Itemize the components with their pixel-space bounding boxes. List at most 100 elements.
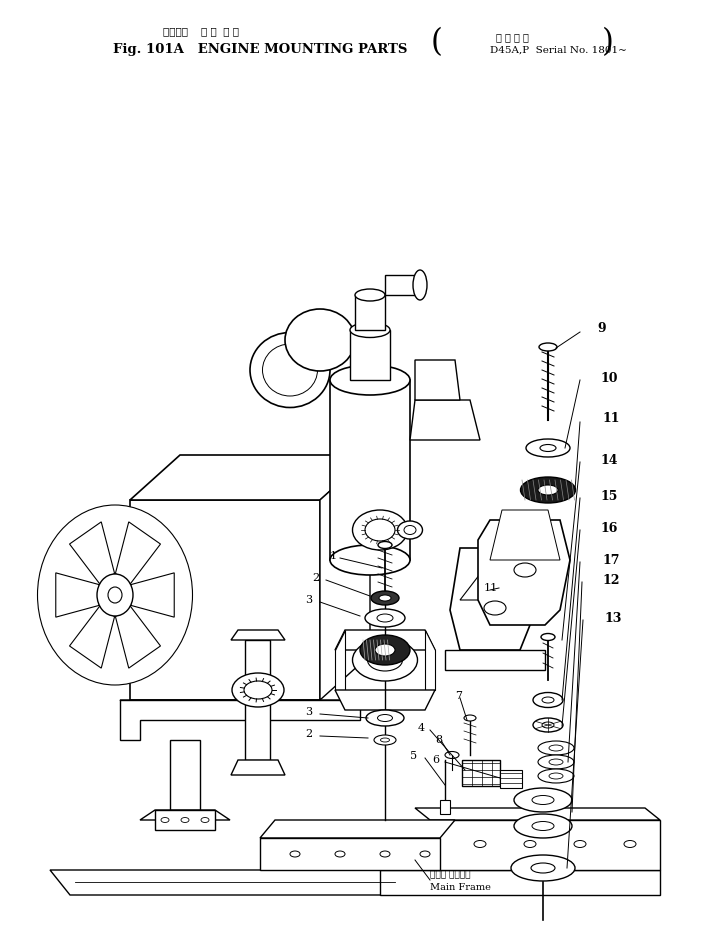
Polygon shape (350, 330, 390, 380)
Ellipse shape (511, 855, 575, 881)
Polygon shape (478, 520, 570, 625)
Ellipse shape (161, 818, 169, 823)
Text: 5: 5 (410, 751, 417, 761)
Ellipse shape (365, 519, 395, 541)
Ellipse shape (38, 505, 193, 685)
Text: Fig. 101A   ENGINE MOUNTING PARTS: Fig. 101A ENGINE MOUNTING PARTS (113, 44, 408, 56)
Ellipse shape (520, 477, 576, 503)
Ellipse shape (538, 769, 574, 783)
Polygon shape (120, 700, 360, 740)
Polygon shape (245, 640, 270, 760)
Text: エンジン    取 付  部 品: エンジン 取 付 部 品 (163, 28, 239, 36)
Polygon shape (231, 630, 285, 640)
Text: 11: 11 (484, 583, 498, 593)
Text: 3: 3 (305, 707, 312, 717)
Ellipse shape (232, 673, 284, 707)
Text: 適 用 号 機: 適 用 号 機 (496, 33, 529, 43)
Ellipse shape (181, 818, 189, 823)
Ellipse shape (540, 444, 556, 452)
Polygon shape (120, 700, 360, 720)
Ellipse shape (352, 639, 418, 681)
Ellipse shape (524, 841, 536, 847)
Ellipse shape (542, 697, 554, 703)
Ellipse shape (335, 851, 345, 857)
Polygon shape (260, 820, 455, 838)
Ellipse shape (377, 714, 393, 722)
Ellipse shape (420, 851, 430, 857)
Polygon shape (116, 606, 160, 669)
Ellipse shape (549, 745, 563, 751)
Ellipse shape (374, 735, 396, 745)
Polygon shape (425, 630, 435, 690)
Polygon shape (130, 573, 174, 617)
Ellipse shape (379, 595, 391, 601)
Polygon shape (130, 455, 370, 500)
Ellipse shape (330, 365, 410, 395)
Ellipse shape (404, 526, 416, 534)
Polygon shape (335, 690, 435, 710)
Ellipse shape (484, 601, 506, 615)
Ellipse shape (474, 841, 486, 847)
Ellipse shape (367, 649, 403, 671)
Text: 3: 3 (305, 595, 312, 605)
Polygon shape (460, 548, 540, 600)
Text: 16: 16 (600, 521, 618, 534)
Ellipse shape (108, 587, 122, 603)
Text: 11: 11 (603, 412, 620, 424)
Text: 7: 7 (455, 691, 462, 701)
Polygon shape (335, 630, 345, 690)
Text: 8: 8 (435, 735, 442, 745)
Ellipse shape (533, 692, 563, 708)
Polygon shape (320, 455, 370, 700)
Polygon shape (450, 548, 540, 650)
Polygon shape (116, 522, 160, 584)
Ellipse shape (355, 289, 385, 301)
Ellipse shape (514, 563, 536, 577)
Ellipse shape (514, 788, 572, 812)
Ellipse shape (377, 614, 393, 622)
Text: 2: 2 (305, 729, 312, 739)
Text: 9: 9 (597, 321, 605, 335)
Polygon shape (415, 808, 660, 820)
Bar (462, 760, 500, 786)
Ellipse shape (413, 270, 427, 300)
Polygon shape (355, 295, 385, 330)
Ellipse shape (624, 841, 636, 847)
Polygon shape (385, 275, 420, 295)
Ellipse shape (381, 738, 389, 742)
Text: 1: 1 (330, 551, 337, 561)
Text: ): ) (602, 28, 614, 59)
Ellipse shape (201, 818, 209, 823)
Ellipse shape (549, 759, 563, 765)
Ellipse shape (250, 333, 330, 407)
Ellipse shape (398, 521, 423, 539)
Polygon shape (430, 820, 660, 870)
Polygon shape (155, 810, 215, 830)
Polygon shape (260, 838, 440, 870)
Ellipse shape (97, 574, 133, 616)
Ellipse shape (549, 773, 563, 779)
Text: (: ( (431, 28, 443, 59)
Ellipse shape (574, 841, 586, 847)
Text: メイン フレーム: メイン フレーム (430, 870, 471, 880)
Polygon shape (415, 360, 460, 400)
Polygon shape (330, 380, 410, 560)
Polygon shape (140, 810, 230, 820)
Text: Main Frame: Main Frame (430, 883, 491, 892)
Ellipse shape (380, 851, 390, 857)
Text: 12: 12 (603, 573, 620, 587)
Ellipse shape (538, 485, 558, 495)
Text: 2: 2 (312, 573, 319, 583)
Ellipse shape (542, 722, 554, 728)
Polygon shape (380, 870, 660, 895)
Ellipse shape (285, 309, 355, 371)
Text: 6: 6 (432, 755, 439, 765)
Polygon shape (410, 400, 480, 440)
Ellipse shape (352, 510, 408, 550)
Polygon shape (445, 650, 545, 670)
Ellipse shape (262, 344, 318, 396)
Ellipse shape (532, 795, 554, 805)
Text: 13: 13 (605, 611, 623, 625)
Ellipse shape (532, 822, 554, 830)
Polygon shape (50, 870, 400, 895)
